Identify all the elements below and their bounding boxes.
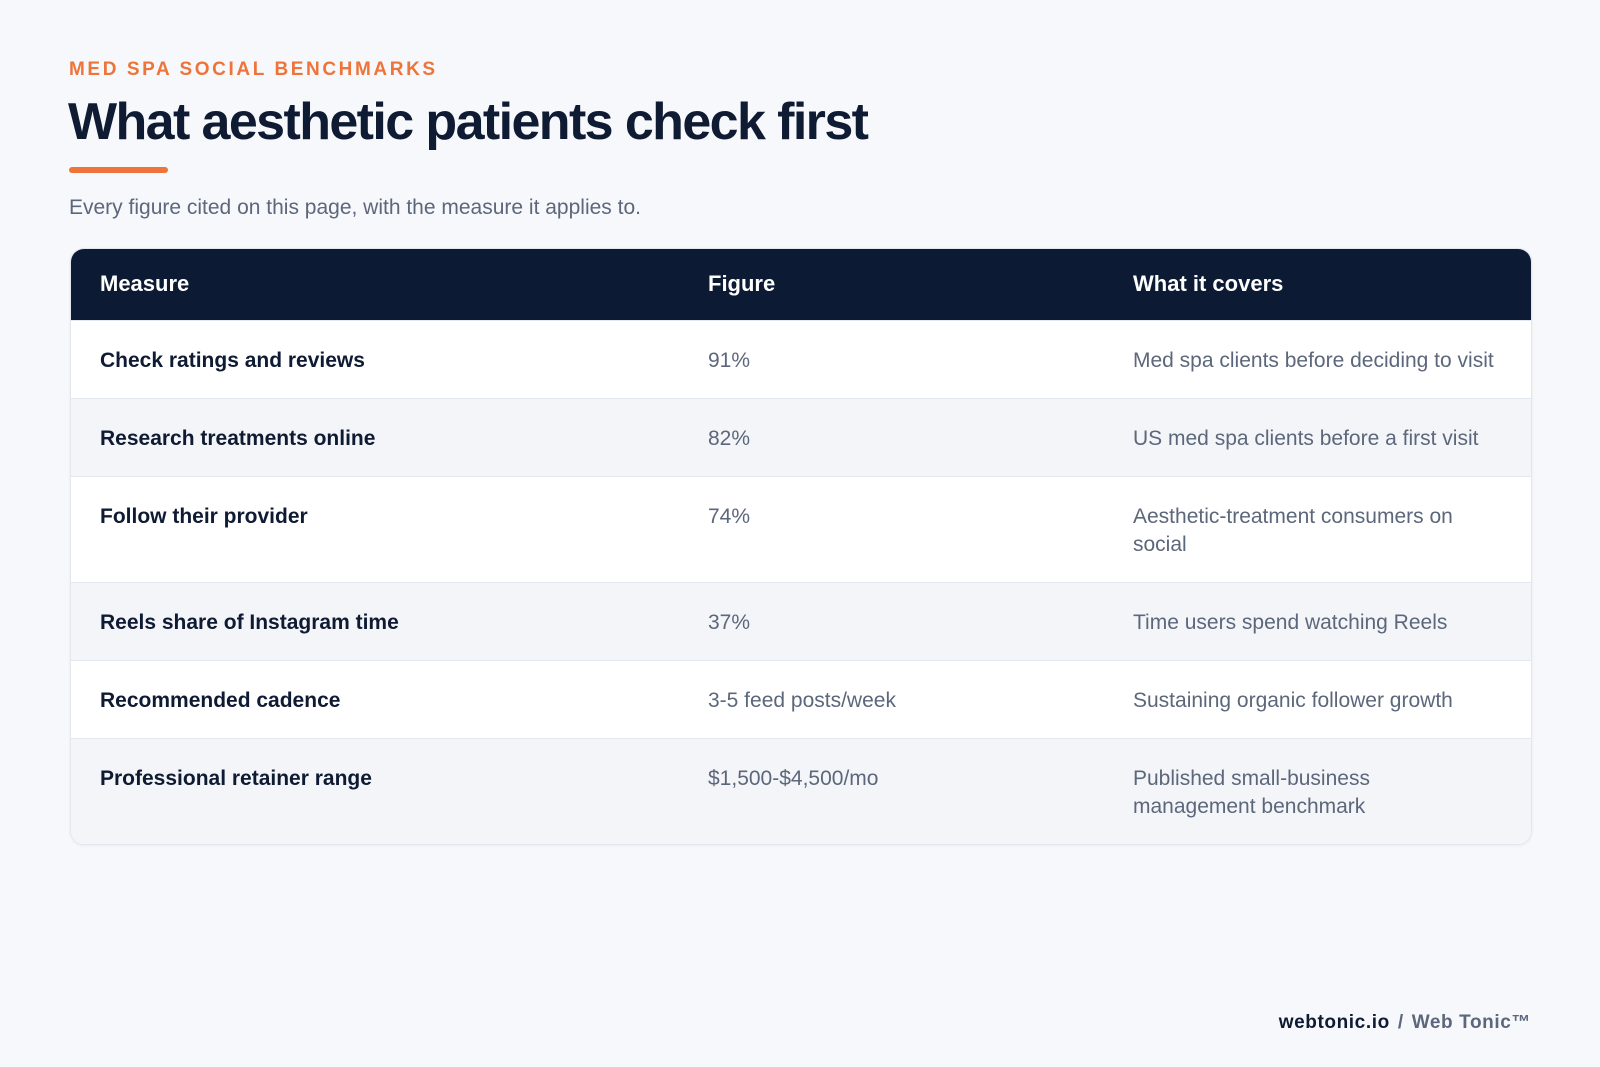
table-row: Reels share of Instagram time 37% Time u… [71, 582, 1531, 660]
cell-measure: Follow their provider [100, 504, 308, 528]
title-underline [69, 167, 168, 173]
cell-figure: 91% [708, 348, 751, 372]
page-title: What aesthetic patients check first [68, 93, 869, 151]
cell-measure: Check ratings and reviews [100, 348, 365, 372]
cell-figure: 82% [708, 426, 751, 450]
table-row: Follow their provider 74% Aesthetic-trea… [71, 476, 1531, 582]
table-header-row: Measure Figure What it covers [71, 249, 1531, 320]
table-row: Research treatments online 82% US med sp… [71, 398, 1531, 476]
table-row: Check ratings and reviews 91% Med spa cl… [71, 320, 1531, 398]
cell-figure: 74% [708, 504, 751, 528]
page-subtitle: Every figure cited on this page, with th… [69, 196, 641, 219]
footer-domain: webtonic.io [1278, 1012, 1390, 1033]
eyebrow-label: MED SPA SOCIAL BENCHMARKS [69, 59, 438, 80]
cell-measure: Professional retainer range [100, 766, 372, 790]
footer-separator: / [1397, 1012, 1404, 1033]
cell-covers: Aesthetic-treatment consumers on social [1133, 504, 1453, 556]
cell-figure: 3-5 feed posts/week [708, 688, 896, 712]
table-row: Recommended cadence 3-5 feed posts/week … [71, 660, 1531, 738]
table-row: Professional retainer range $1,500-$4,50… [71, 738, 1531, 844]
benchmarks-table-card: Measure Figure What it covers Check rati… [70, 248, 1532, 845]
column-header-measure: Measure [100, 271, 190, 297]
cell-covers: Sustaining organic follower growth [1133, 688, 1453, 712]
column-header-figure: Figure [708, 271, 776, 297]
table-header: Measure Figure What it covers [71, 249, 1531, 320]
cell-figure: 37% [708, 610, 751, 634]
footer-credit: webtonic.io / Web Tonic™ [1279, 1012, 1531, 1034]
footer-brand: Web Tonic™ [1411, 1012, 1531, 1033]
cell-measure: Research treatments online [100, 426, 376, 450]
column-header-covers: What it covers [1133, 271, 1284, 297]
table-body: Check ratings and reviews 91% Med spa cl… [71, 320, 1531, 844]
cell-covers: Time users spend watching Reels [1133, 610, 1448, 634]
cell-figure: $1,500-$4,500/mo [708, 766, 879, 790]
benchmarks-table: Measure Figure What it covers Check rati… [71, 249, 1531, 844]
cell-covers: Med spa clients before deciding to visit [1133, 348, 1494, 372]
cell-measure: Recommended cadence [100, 688, 341, 712]
cell-measure: Reels share of Instagram time [100, 610, 399, 634]
cell-covers: Published small-business management benc… [1133, 766, 1370, 818]
cell-covers: US med spa clients before a first visit [1133, 426, 1479, 450]
